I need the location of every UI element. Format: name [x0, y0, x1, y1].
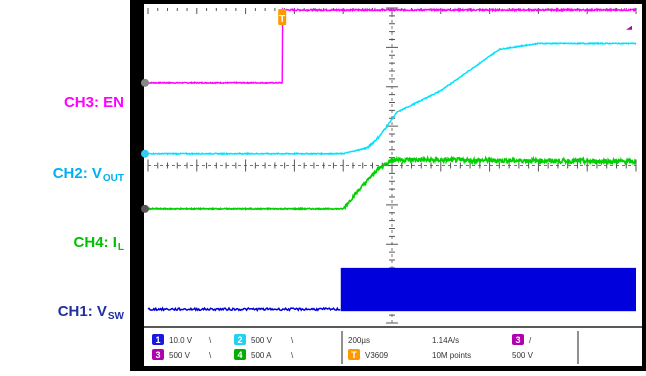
status-row2-chip-id: 3	[155, 350, 160, 360]
trace-line	[148, 7, 637, 85]
status-row2-value: 10M points	[432, 351, 471, 360]
status-row1-value: 500 V	[251, 336, 273, 345]
status-row1-chip-id: 1	[155, 335, 160, 345]
channel-marker	[141, 204, 149, 213]
status-row2-chip-id: 4	[237, 350, 242, 360]
status-panel	[144, 327, 642, 366]
label-sub: OUT	[102, 173, 124, 184]
trace-ch4-il	[141, 154, 637, 213]
label-ch: CH4	[73, 234, 104, 251]
oscilloscope-display: T 1 10.0 V \ 2 500 V \ 200µs 1.14A/s 3/3 500 V \ 4 5…	[130, 0, 646, 371]
status-row2-channel-chip	[152, 349, 164, 360]
status-row2-value: 500 V	[169, 351, 191, 360]
status-row1-unit: \	[291, 336, 294, 345]
label-ch4-il: CH4: IL	[73, 234, 124, 253]
status-row2-value: 500 V	[512, 351, 534, 360]
status-row1-channel-chip	[512, 334, 524, 345]
status-row1-value: 10.0 V	[169, 336, 193, 345]
trigger-marker	[278, 9, 287, 25]
scope-svg: T 1 10.0 V \ 2 500 V \ 200µs 1.14A/s 3/3 500 V \ 4 5…	[130, 0, 646, 371]
status-row2-unit: \	[209, 351, 212, 360]
trace-baseline	[147, 306, 341, 312]
trace-line	[147, 154, 637, 211]
status-row1-chip-id: 3	[515, 335, 520, 345]
status-row1-chip-id: 2	[237, 335, 242, 345]
status-bar: 1 10.0 V \ 2 500 V \ 200µs 1.14A/s 3 / 3 500 V \ 4 500…	[144, 326, 642, 366]
label-ch2-vout: CH2: VOUT	[52, 165, 124, 184]
label-sub: L	[117, 242, 124, 253]
status-row2-unit: \	[291, 351, 294, 360]
status-row2-value: 500 A	[251, 351, 272, 360]
trace-line	[147, 41, 637, 156]
channel-marker	[141, 78, 149, 87]
channel-marker	[141, 149, 149, 158]
channel-labels: CH3: EN CH2: VOUT CH4: IL CH1: VSW	[0, 0, 130, 371]
scope-screen	[144, 4, 642, 366]
status-row1-value: 1.14A/s	[432, 336, 459, 345]
status-row1-value: /	[529, 336, 532, 345]
status-row1-unit: \	[209, 336, 212, 345]
label-ch: CH3	[63, 94, 94, 111]
label-name: V	[96, 303, 107, 320]
label-name: V	[91, 165, 102, 182]
trace-ch3-en	[141, 7, 637, 87]
status-row1-channel-chip	[234, 334, 246, 345]
switching-block	[340, 267, 636, 312]
status-row2-channel-chip	[348, 349, 360, 360]
trigger-marker-label: T	[279, 14, 285, 25]
status-row1-channel-chip	[152, 334, 164, 345]
status-row2-chip-id: T	[351, 350, 357, 360]
status-row2-channel-chip	[234, 349, 246, 360]
label-ch3-en: CH3: EN	[63, 94, 124, 111]
trace-ch2-vout	[141, 41, 637, 158]
status-row1-value: 200µs	[348, 336, 370, 345]
label-ch: CH1	[57, 303, 88, 320]
traces	[141, 7, 637, 312]
label-name: EN	[103, 94, 124, 111]
trigger-level-arrow	[626, 25, 632, 30]
label-ch1-vsw: CH1: VSW	[57, 303, 124, 322]
trace-ch1-vsw	[147, 267, 636, 312]
label-ch: CH2	[52, 165, 83, 182]
label-sub: SW	[107, 311, 124, 322]
markers: T	[278, 9, 632, 30]
label-name: I	[112, 234, 117, 251]
status-row2-value: V3609	[365, 351, 389, 360]
